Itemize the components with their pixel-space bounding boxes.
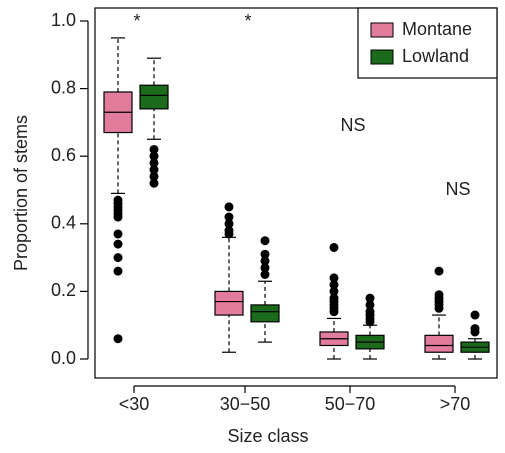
outlier <box>329 280 339 290</box>
outlier <box>113 212 123 222</box>
outlier <box>260 249 270 259</box>
outlier <box>329 307 339 317</box>
outlier <box>149 158 159 168</box>
outlier <box>260 256 270 266</box>
outlier <box>113 334 123 344</box>
box <box>424 334 454 353</box>
y-tick-label: 0.6 <box>51 145 76 165</box>
x-axis-label: Size class <box>227 426 308 446</box>
outlier <box>149 178 159 188</box>
outlier <box>329 286 339 296</box>
outlier <box>224 212 234 222</box>
y-tick-label: 0.4 <box>51 213 76 233</box>
outlier <box>470 310 480 320</box>
x-tick-label: 30−50 <box>220 394 271 414</box>
legend-swatch <box>370 22 394 38</box>
outlier <box>470 327 480 337</box>
plot-frame <box>94 7 498 379</box>
outlier <box>149 151 159 161</box>
annotation: NS <box>340 115 365 135</box>
outlier <box>113 229 123 239</box>
outlier <box>149 165 159 175</box>
outlier <box>329 242 339 252</box>
annotation: NS <box>445 179 470 199</box>
outlier <box>434 303 444 313</box>
outlier <box>113 266 123 276</box>
y-tick-label: 1.0 <box>51 10 76 30</box>
outlier <box>149 171 159 181</box>
x-tick-label: <30 <box>119 394 150 414</box>
outlier <box>113 239 123 249</box>
outlier <box>260 236 270 246</box>
outlier <box>434 266 444 276</box>
outlier <box>365 293 375 303</box>
box <box>214 290 244 316</box>
y-tick-label: 0.2 <box>51 280 76 300</box>
outlier <box>224 219 234 229</box>
legend-label: Lowland <box>402 46 469 66</box>
box <box>250 304 280 323</box>
outlier <box>365 300 375 310</box>
legend-swatch <box>370 49 394 65</box>
x-tick-label: 50−70 <box>325 394 376 414</box>
outlier <box>260 263 270 273</box>
outlier <box>260 270 270 279</box>
legend-box <box>357 7 498 79</box>
outlier <box>113 253 123 263</box>
annotation: * <box>133 11 140 31</box>
y-axis-label: Proportion of stems <box>11 115 31 271</box>
outlier <box>329 273 339 283</box>
box <box>139 84 169 110</box>
annotation: * <box>244 11 251 31</box>
y-tick-label: 0.8 <box>51 77 76 97</box>
x-tick-label: >70 <box>440 394 471 414</box>
outlier <box>224 229 234 239</box>
y-tick-label: 0.0 <box>51 348 76 368</box>
legend-label: Montane <box>402 19 472 39</box>
outlier <box>224 202 234 212</box>
outlier <box>149 144 159 154</box>
outlier <box>365 317 375 327</box>
